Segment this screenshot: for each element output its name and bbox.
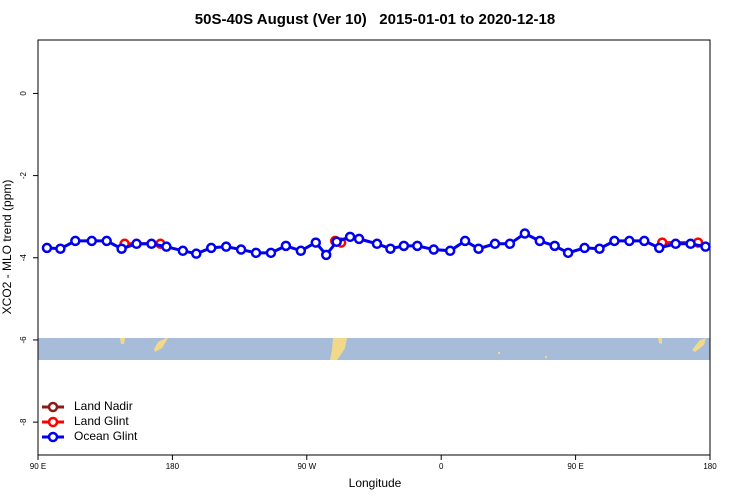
map-strip [38, 338, 710, 360]
data-point [235, 244, 247, 255]
data-point [653, 242, 665, 254]
data-point [295, 245, 307, 257]
data-point [41, 242, 53, 254]
data-point [594, 243, 605, 254]
data-point [700, 241, 711, 252]
data-point [205, 242, 217, 254]
data-point [579, 242, 590, 254]
legend-label: Ocean Glint [74, 429, 138, 443]
y-tick-label: -4 [19, 254, 28, 262]
data-point [55, 243, 66, 254]
x-tick-label: 0 [439, 462, 444, 471]
x-tick-label: 90 W [297, 462, 316, 471]
data-point [86, 235, 98, 247]
data-point [639, 235, 650, 247]
legend-label: Land Glint [74, 414, 129, 428]
data-point [549, 240, 560, 252]
data-point [191, 248, 202, 259]
data-point [280, 240, 292, 252]
y-axis-label: XCO2 - MLO trend (ppm) [0, 180, 14, 315]
data-point [444, 245, 456, 257]
data-point [609, 235, 620, 247]
data-point [131, 238, 142, 250]
x-tick-label: 180 [166, 462, 180, 471]
data-point [310, 237, 322, 248]
data-point [116, 243, 127, 254]
y-tick-label: -6 [19, 336, 28, 344]
data-point [146, 238, 157, 250]
x-tick-label: 180 [703, 462, 717, 471]
data-point [670, 238, 681, 250]
legend-marker [47, 431, 59, 443]
data-point [624, 235, 635, 247]
y-tick-label: -8 [19, 418, 28, 426]
data-point [220, 241, 232, 252]
y-tick-label: 0 [19, 91, 28, 96]
data-point [504, 238, 516, 250]
legend-marker [47, 416, 59, 428]
data-point [562, 247, 574, 259]
data-point [428, 244, 439, 255]
x-tick-label: 90 E [567, 462, 583, 471]
data-point [519, 228, 531, 239]
data-point [320, 249, 332, 261]
data-point [331, 236, 342, 247]
data-point [265, 247, 277, 259]
data-point [412, 240, 423, 252]
y-tick-label: -2 [19, 171, 28, 179]
data-point [161, 241, 172, 252]
data-point [489, 238, 501, 250]
series-line [46, 231, 706, 258]
data-point [101, 235, 112, 247]
data-point [177, 245, 189, 257]
data-point [371, 238, 383, 250]
data-point [398, 240, 410, 252]
legend-marker [47, 401, 59, 413]
x-tick-label: 90 E [30, 462, 46, 471]
data-point [353, 233, 365, 245]
data-point [250, 247, 262, 259]
data-point [534, 235, 546, 247]
data-point [70, 235, 81, 247]
chart-title: 50S-40S August (Ver 10) 2015-01-01 to 20… [195, 11, 555, 28]
x-axis-label: Longitude [349, 476, 402, 490]
data-point [459, 235, 471, 247]
data-point [344, 231, 356, 243]
legend-label: Land Nadir [74, 399, 133, 413]
data-point [473, 243, 484, 254]
data-point [385, 243, 396, 254]
data-point [685, 238, 696, 250]
